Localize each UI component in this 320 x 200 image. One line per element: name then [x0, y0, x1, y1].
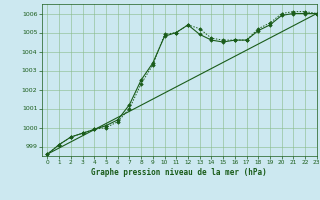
X-axis label: Graphe pression niveau de la mer (hPa): Graphe pression niveau de la mer (hPa): [91, 168, 267, 177]
